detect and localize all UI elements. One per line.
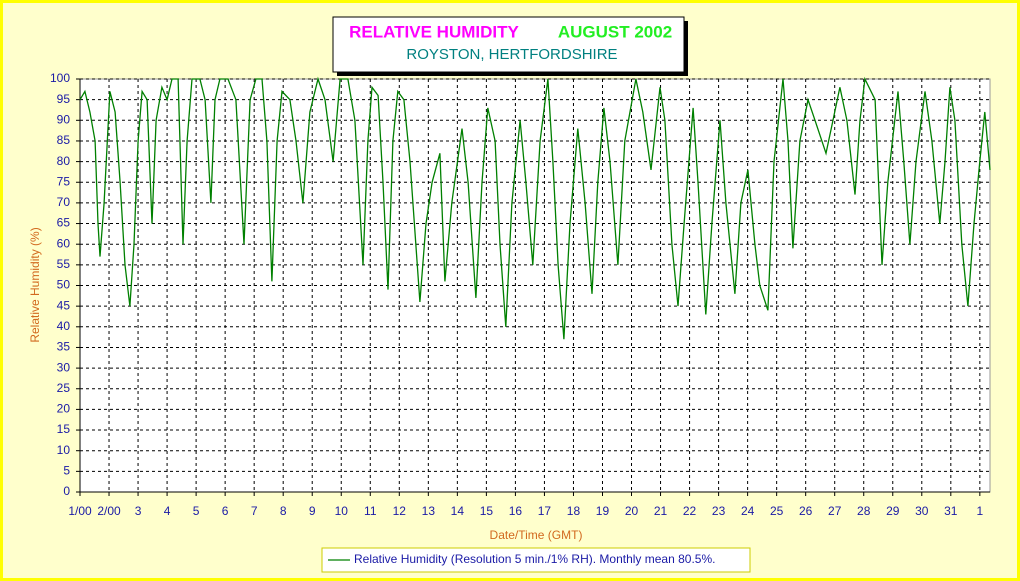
x-tick-label: 19	[596, 504, 610, 518]
chart-title: RELATIVE HUMIDITY	[349, 22, 519, 41]
chart-title-period: AUGUST 2002	[558, 22, 672, 41]
x-tick-label: 8	[280, 504, 287, 518]
x-tick-label: 6	[222, 504, 229, 518]
y-tick-label: 70	[57, 195, 71, 209]
x-axis-title: Date/Time (GMT)	[490, 528, 583, 542]
x-tick-label: 7	[251, 504, 258, 518]
x-tick-label: 18	[567, 504, 581, 518]
x-tick-label: 28	[857, 504, 871, 518]
y-tick-label: 15	[57, 422, 71, 436]
x-tick-label: 22	[683, 504, 697, 518]
y-tick-label: 100	[50, 71, 70, 85]
y-tick-label: 60	[57, 236, 71, 250]
x-tick-label: 21	[654, 504, 668, 518]
y-tick-label: 10	[57, 443, 71, 457]
x-tick-label: 9	[309, 504, 316, 518]
x-tick-label: 25	[770, 504, 784, 518]
x-tick-label: 16	[509, 504, 523, 518]
x-tick-label: 17	[538, 504, 552, 518]
x-tick-label: 20	[625, 504, 639, 518]
y-tick-label: 75	[57, 174, 71, 188]
x-tick-label: 5	[193, 504, 200, 518]
x-tick-label: 23	[712, 504, 726, 518]
x-tick-label: 1/00	[68, 504, 92, 518]
plot-area	[79, 78, 991, 493]
y-tick-label: 65	[57, 216, 71, 230]
legend	[321, 547, 751, 573]
legend-label: Relative Humidity (Resolution 5 min./1% …	[354, 552, 715, 566]
x-tick-label: 13	[422, 504, 436, 518]
y-tick-label: 30	[57, 360, 71, 374]
y-tick-label: 90	[57, 112, 71, 126]
x-tick-label: 26	[799, 504, 813, 518]
x-tick-label: 15	[480, 504, 494, 518]
x-tick-label: 2/00	[97, 504, 121, 518]
series-line	[79, 76, 991, 340]
y-tick-label: 20	[57, 402, 71, 416]
x-tick-label: 31	[944, 504, 958, 518]
x-tick-label: 11	[364, 504, 377, 518]
x-tick-label: 29	[886, 504, 900, 518]
y-tick-label: 50	[57, 278, 71, 292]
x-tick-label: 12	[393, 504, 407, 518]
x-tick-label: 1	[976, 504, 983, 518]
y-tick-label: 25	[57, 381, 71, 395]
x-tick-label: 3	[135, 504, 142, 518]
y-tick-label: 40	[57, 319, 71, 333]
x-tick-label: 30	[915, 504, 929, 518]
y-tick-label: 55	[57, 257, 71, 271]
y-tick-label: 0	[63, 484, 70, 498]
y-tick-label: 35	[57, 340, 71, 354]
y-tick-label: 95	[57, 92, 71, 106]
x-tick-label: 4	[164, 504, 171, 518]
title-box	[332, 16, 685, 73]
y-tick-label: 45	[57, 298, 71, 312]
y-tick-label: 5	[63, 464, 70, 478]
x-tick-label: 10	[335, 504, 349, 518]
y-tick-label: 85	[57, 133, 71, 147]
x-tick-label: 27	[828, 504, 842, 518]
y-tick-label: 80	[57, 154, 71, 168]
y-axis-title: Relative Humidity (%)	[28, 227, 42, 342]
chart-subtitle: ROYSTON, HERTFORDSHIRE	[406, 46, 617, 63]
x-tick-label: 14	[451, 504, 465, 518]
x-tick-label: 24	[741, 504, 755, 518]
